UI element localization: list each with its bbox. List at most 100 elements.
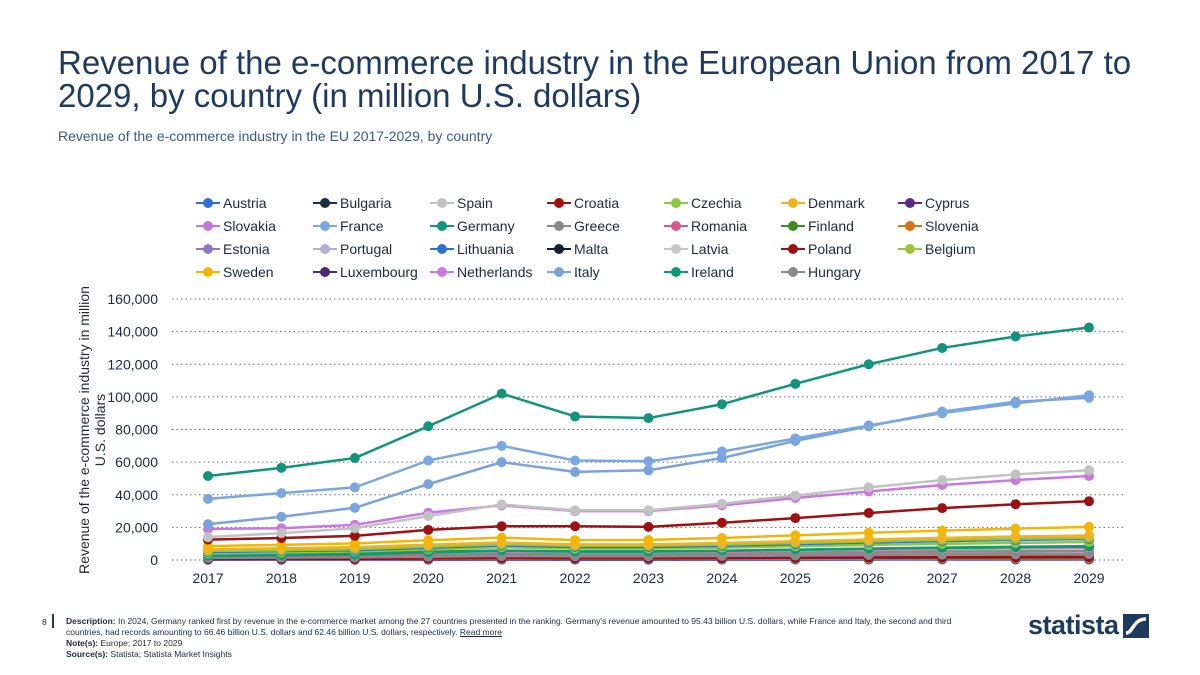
legend-item-sweden[interactable]: Sweden	[196, 262, 274, 282]
data-point[interactable]	[349, 523, 360, 534]
legend-item-greece[interactable]: Greece	[547, 216, 620, 236]
data-point[interactable]	[349, 502, 360, 513]
legend-item-poland[interactable]: Poland	[781, 239, 852, 259]
data-point[interactable]	[790, 530, 801, 541]
data-point[interactable]	[790, 490, 801, 501]
legend-item-france[interactable]: France	[313, 216, 384, 236]
data-point[interactable]	[716, 446, 727, 457]
data-point[interactable]	[570, 411, 581, 422]
data-point[interactable]	[349, 482, 360, 493]
data-point[interactable]	[790, 513, 801, 524]
data-point[interactable]	[937, 532, 948, 543]
data-point[interactable]	[570, 521, 581, 532]
data-point[interactable]	[790, 378, 801, 389]
data-point[interactable]	[863, 527, 874, 538]
data-point[interactable]	[1084, 390, 1094, 401]
data-point[interactable]	[1010, 469, 1021, 480]
data-point[interactable]	[423, 524, 434, 535]
data-point[interactable]	[1084, 530, 1094, 541]
data-point[interactable]	[570, 535, 581, 546]
legend-item-cyprus[interactable]: Cyprus	[898, 193, 969, 213]
data-point[interactable]	[203, 519, 213, 530]
data-point[interactable]	[423, 479, 434, 490]
data-point[interactable]	[203, 532, 213, 543]
data-point[interactable]	[1010, 398, 1021, 409]
data-point[interactable]	[496, 521, 507, 532]
legend-item-slovakia[interactable]: Slovakia	[196, 216, 276, 236]
data-point[interactable]	[349, 453, 360, 464]
data-point[interactable]	[863, 482, 874, 493]
legend-item-germany[interactable]: Germany	[430, 216, 515, 236]
data-point[interactable]	[276, 528, 287, 539]
legend-item-romania[interactable]: Romania	[664, 216, 747, 236]
data-point[interactable]	[423, 455, 434, 466]
data-point[interactable]	[496, 440, 507, 451]
legend-item-malta[interactable]: Malta	[547, 239, 608, 259]
data-point[interactable]	[937, 408, 948, 419]
data-point[interactable]	[1084, 322, 1094, 333]
legend-item-hungary[interactable]: Hungary	[781, 262, 861, 282]
data-point[interactable]	[1010, 531, 1021, 542]
data-point[interactable]	[1010, 523, 1021, 534]
data-point[interactable]	[349, 538, 360, 549]
legend-item-bulgaria[interactable]: Bulgaria	[313, 193, 391, 213]
data-point[interactable]	[570, 455, 581, 466]
data-point[interactable]	[496, 499, 507, 510]
data-point[interactable]	[643, 456, 654, 467]
read-more-link[interactable]: Read more	[459, 627, 502, 637]
data-point[interactable]	[790, 433, 801, 444]
legend-item-netherlands[interactable]: Netherlands	[430, 262, 533, 282]
data-point[interactable]	[276, 488, 287, 499]
data-point[interactable]	[276, 539, 287, 550]
legend-item-lithuania[interactable]: Lithuania	[430, 239, 514, 259]
data-point[interactable]	[1010, 331, 1021, 342]
legend-item-denmark[interactable]: Denmark	[781, 193, 865, 213]
data-point[interactable]	[937, 342, 948, 353]
data-point[interactable]	[276, 462, 287, 473]
legend-item-austria[interactable]: Austria	[196, 193, 267, 213]
data-point[interactable]	[937, 503, 948, 514]
legend-item-slovenia[interactable]: Slovenia	[898, 216, 979, 236]
data-point[interactable]	[643, 465, 654, 476]
data-point[interactable]	[496, 388, 507, 399]
data-point[interactable]	[203, 493, 213, 504]
legend-item-italy[interactable]: Italy	[547, 262, 600, 282]
data-point[interactable]	[863, 359, 874, 370]
data-point[interactable]	[643, 505, 654, 516]
legend-item-croatia[interactable]: Croatia	[547, 193, 619, 213]
data-point[interactable]	[1084, 496, 1094, 507]
data-point[interactable]	[349, 530, 360, 541]
data-point[interactable]	[203, 470, 213, 481]
data-point[interactable]	[937, 475, 948, 486]
data-point[interactable]	[643, 521, 654, 532]
data-point[interactable]	[1010, 499, 1021, 510]
data-point[interactable]	[643, 534, 654, 545]
legend-item-belgium[interactable]: Belgium	[898, 239, 976, 259]
data-point[interactable]	[716, 399, 727, 410]
statista-logo[interactable]: statista	[1028, 610, 1149, 641]
data-point[interactable]	[1084, 521, 1094, 532]
data-point[interactable]	[863, 508, 874, 519]
legend-item-czechia[interactable]: Czechia	[664, 193, 742, 213]
legend-item-spain[interactable]: Spain	[430, 193, 493, 213]
data-point[interactable]	[937, 525, 948, 536]
legend-item-estonia[interactable]: Estonia	[196, 239, 270, 259]
legend-item-luxembourg[interactable]: Luxembourg	[313, 262, 418, 282]
data-point[interactable]	[496, 457, 507, 468]
legend-item-portugal[interactable]: Portugal	[313, 239, 392, 259]
data-point[interactable]	[1084, 465, 1094, 476]
data-point[interactable]	[716, 498, 727, 509]
data-point[interactable]	[716, 517, 727, 528]
data-point[interactable]	[423, 510, 434, 521]
data-point[interactable]	[570, 505, 581, 516]
data-point[interactable]	[276, 511, 287, 522]
legend-item-latvia[interactable]: Latvia	[664, 239, 728, 259]
legend-item-finland[interactable]: Finland	[781, 216, 854, 236]
data-point[interactable]	[716, 532, 727, 543]
data-point[interactable]	[423, 535, 434, 546]
data-point[interactable]	[570, 466, 581, 477]
legend-item-ireland[interactable]: Ireland	[664, 262, 734, 282]
data-point[interactable]	[423, 421, 434, 432]
data-point[interactable]	[496, 532, 507, 543]
data-point[interactable]	[643, 413, 654, 424]
